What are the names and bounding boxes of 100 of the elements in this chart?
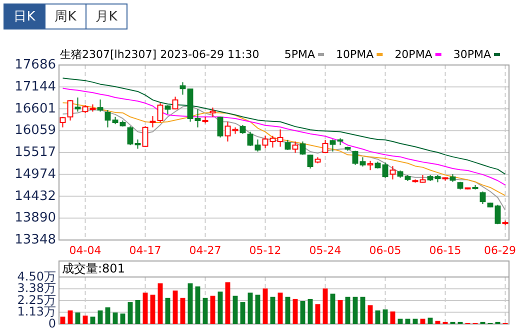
- bar: [112, 312, 118, 324]
- x-tick-label: 04-17: [129, 244, 162, 257]
- candlestick: [254, 138, 261, 152]
- candlestick: [172, 96, 178, 110]
- candlestick: [277, 128, 284, 148]
- y-tick-label: 17144: [14, 79, 56, 94]
- y-tick-label: 3.38万: [17, 281, 56, 296]
- bar: [292, 298, 298, 324]
- line-series: [62, 78, 506, 175]
- legend-label: 10PMA: [336, 48, 374, 61]
- candlestick: [360, 156, 366, 167]
- candlestick: [194, 108, 201, 128]
- bar: [345, 296, 350, 324]
- candlestick: [142, 126, 148, 148]
- candlestick: [322, 139, 328, 154]
- bar: [285, 296, 290, 324]
- candlestick: [270, 135, 276, 148]
- legend-label: 30PMA: [453, 48, 492, 61]
- candlestick: [97, 99, 104, 112]
- y-tick-label: 0: [48, 316, 56, 330]
- x-tick-label: 05-24: [309, 244, 342, 257]
- bar: [262, 288, 268, 324]
- y-tick-label: 17686: [14, 58, 56, 73]
- candlestick: [217, 116, 224, 138]
- bar: [60, 316, 66, 324]
- candlestick: [104, 110, 111, 128]
- candlestick: [134, 138, 141, 150]
- text: 日K: [14, 10, 36, 25]
- candlestick: [224, 121, 231, 142]
- bar: [368, 305, 373, 324]
- candlestick: [390, 166, 396, 180]
- bar: [128, 302, 133, 324]
- bar: [338, 300, 343, 324]
- candlestick: [480, 191, 486, 205]
- bar: [225, 282, 230, 324]
- bar: [188, 283, 193, 324]
- candlestick: [292, 140, 298, 154]
- candlestick: [330, 138, 336, 152]
- bar: [248, 292, 253, 324]
- y-tick-label: 15517: [14, 145, 56, 160]
- candlestick: [150, 116, 156, 128]
- bar: [150, 294, 156, 324]
- bar: [90, 316, 96, 324]
- y-tick-label: 14432: [14, 188, 56, 204]
- bar: [165, 298, 170, 324]
- y-tick-label: 4.50万: [17, 269, 56, 284]
- bar: [308, 298, 313, 324]
- chart-title: 成交量:801: [62, 261, 125, 276]
- bar: [82, 316, 88, 324]
- y-tick-label: 13348: [14, 232, 56, 248]
- bar: [278, 292, 283, 324]
- bar: [428, 318, 433, 324]
- bar: [322, 288, 328, 324]
- candlestick: [284, 139, 291, 150]
- candlestick: [247, 131, 254, 146]
- y-tick-label: 2.25万: [17, 292, 56, 307]
- candlestick: [494, 204, 501, 225]
- x-tick-label: 04-27: [189, 244, 222, 257]
- candlestick: [74, 97, 81, 112]
- x-tick-label: 04-04: [69, 244, 102, 257]
- candlestick: [367, 160, 374, 171]
- candlestick: [210, 107, 216, 118]
- bar: [180, 298, 186, 324]
- bar: [135, 300, 140, 324]
- bar: [300, 301, 306, 324]
- bar: [142, 292, 148, 324]
- chart-title: 生猪2307[lh2307] 2023-06-29 11:30: [60, 48, 260, 61]
- bar: [390, 311, 396, 324]
- bar: [360, 296, 366, 324]
- legend-label: 20PMA: [394, 48, 433, 61]
- candlestick: [307, 154, 314, 170]
- bar: [255, 294, 260, 324]
- candlestick: [382, 162, 388, 178]
- candlestick: [262, 135, 268, 149]
- bar: [330, 294, 336, 324]
- bar: [232, 296, 238, 324]
- bar: [98, 310, 103, 324]
- candlestick: [300, 140, 306, 156]
- candlestick: [157, 102, 164, 124]
- bar: [210, 296, 216, 324]
- bar: [315, 304, 320, 324]
- y-tick-label: 16601: [14, 101, 56, 116]
- y-tick-label: 1.13万: [17, 304, 56, 319]
- x-tick-label: 06-15: [429, 244, 462, 257]
- text: 月K: [96, 10, 118, 25]
- bar: [172, 290, 178, 324]
- x-tick-label: 06-29: [484, 244, 516, 257]
- bar: [202, 298, 208, 324]
- candlestick: [352, 150, 358, 166]
- bar: [218, 292, 223, 324]
- bar: [352, 296, 358, 324]
- bar: [195, 286, 200, 324]
- candlestick: [127, 126, 134, 146]
- candlestick: [67, 99, 74, 122]
- bar: [375, 310, 380, 324]
- bar: [75, 312, 80, 324]
- x-tick-label: 06-05: [369, 244, 402, 257]
- bar: [382, 309, 388, 324]
- bar: [105, 307, 110, 324]
- line-series: [62, 88, 506, 186]
